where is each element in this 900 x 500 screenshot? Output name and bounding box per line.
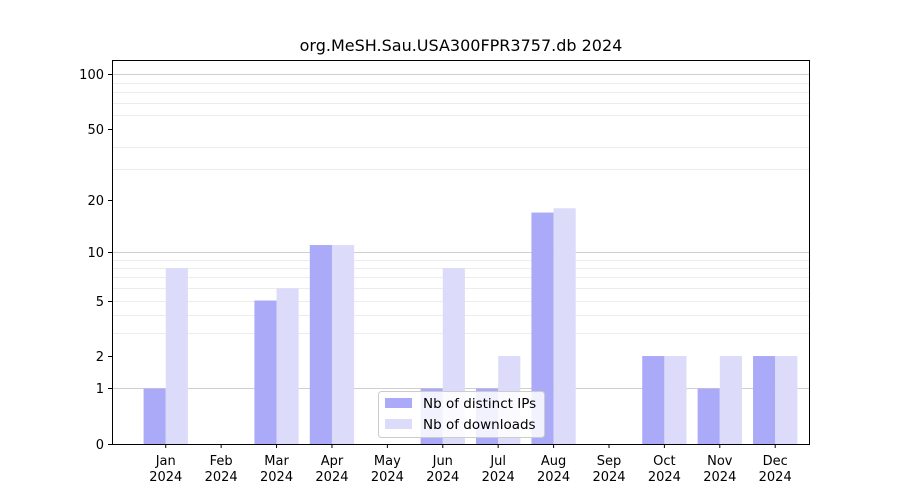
x-tick-label-month: Jan xyxy=(155,454,176,469)
legend-swatch xyxy=(385,419,412,429)
x-tick-label-month: Oct xyxy=(653,454,675,469)
bar-distinct-ips xyxy=(254,300,277,444)
legend-label: Nb of distinct IPs xyxy=(423,396,536,412)
x-tick-label-month: Dec xyxy=(763,454,788,469)
x-tick-label-month: Sep xyxy=(597,454,622,469)
x-tick-label-year: 2024 xyxy=(260,470,293,485)
x-tick-label-year: 2024 xyxy=(482,470,515,485)
y-tick-label: 1 xyxy=(96,382,104,397)
legend-swatch xyxy=(385,398,412,408)
x-tick-label-month: Nov xyxy=(707,454,733,469)
x-tick-label-month: Mar xyxy=(264,454,289,469)
bar-distinct-ips xyxy=(697,388,720,444)
bar-distinct-ips xyxy=(143,388,166,444)
x-tick-label-month: Jul xyxy=(489,454,506,469)
y-tick-label: 100 xyxy=(79,68,104,83)
bar-downloads xyxy=(165,268,188,444)
y-tick-label: 20 xyxy=(87,194,104,209)
x-tick-label-year: 2024 xyxy=(315,470,348,485)
bar-downloads xyxy=(775,356,798,444)
bar-downloads xyxy=(553,208,576,444)
x-tick-label-year: 2024 xyxy=(426,470,459,485)
x-tick-label-year: 2024 xyxy=(371,470,404,485)
x-tick-label-year: 2024 xyxy=(537,470,570,485)
x-axis: Jan2024Feb2024Mar2024Apr2024May2024Jun20… xyxy=(149,444,792,485)
bar-downloads xyxy=(664,356,687,444)
plot-frame xyxy=(112,60,810,445)
x-tick-label-year: 2024 xyxy=(759,470,792,485)
y-tick-label: 2 xyxy=(96,350,104,365)
bar-downloads xyxy=(276,288,299,444)
x-tick-label-month: Aug xyxy=(541,454,566,469)
bar-distinct-ips xyxy=(531,212,554,444)
x-tick-label-month: May xyxy=(374,454,401,469)
bar-distinct-ips xyxy=(753,356,776,444)
y-tick-label: 50 xyxy=(87,123,104,138)
x-tick-label-year: 2024 xyxy=(703,470,736,485)
y-tick-label: 0 xyxy=(96,438,104,453)
legend-box xyxy=(378,391,545,438)
x-tick-label-month: Feb xyxy=(210,454,233,469)
bar-distinct-ips xyxy=(309,245,332,444)
x-tick-label-month: Apr xyxy=(321,454,344,469)
x-tick-label-year: 2024 xyxy=(592,470,625,485)
x-tick-label-year: 2024 xyxy=(149,470,182,485)
y-tick-label: 10 xyxy=(87,246,104,261)
y-tick-label: 5 xyxy=(96,295,104,310)
x-tick-label-year: 2024 xyxy=(205,470,238,485)
bar-downloads xyxy=(331,245,355,444)
y-axis: 0 1 2 5 10 20 50 100 xyxy=(79,68,112,453)
legend-label: Nb of downloads xyxy=(423,417,536,433)
chart-title: org.MeSH.Sau.USA300FPR3757.db 2024 xyxy=(300,36,623,55)
legend: Nb of distinct IPs Nb of downloads xyxy=(378,391,545,438)
bar-downloads xyxy=(719,356,742,444)
x-tick-label-year: 2024 xyxy=(648,470,681,485)
bar-distinct-ips xyxy=(642,356,665,444)
x-tick-label-month: Jun xyxy=(432,454,453,469)
